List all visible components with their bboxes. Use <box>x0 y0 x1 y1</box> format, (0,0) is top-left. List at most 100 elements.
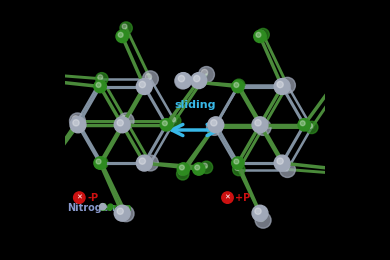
Circle shape <box>145 158 152 164</box>
Circle shape <box>254 30 266 43</box>
Circle shape <box>252 205 268 221</box>
Circle shape <box>209 122 216 129</box>
Circle shape <box>211 120 217 126</box>
Circle shape <box>73 120 79 126</box>
Circle shape <box>255 119 271 135</box>
Circle shape <box>38 67 54 82</box>
Circle shape <box>232 157 244 169</box>
Circle shape <box>176 73 191 89</box>
Circle shape <box>121 116 127 122</box>
Circle shape <box>136 155 152 171</box>
Circle shape <box>117 208 123 214</box>
Circle shape <box>332 75 338 82</box>
Circle shape <box>41 75 47 82</box>
Circle shape <box>305 121 318 134</box>
Circle shape <box>333 165 337 170</box>
Circle shape <box>139 158 145 164</box>
Circle shape <box>308 124 313 128</box>
Circle shape <box>114 205 130 221</box>
Circle shape <box>234 159 239 164</box>
Circle shape <box>142 155 158 171</box>
Circle shape <box>274 155 290 171</box>
Circle shape <box>252 117 268 133</box>
Circle shape <box>298 119 310 131</box>
Circle shape <box>178 75 184 82</box>
Circle shape <box>255 208 261 214</box>
Circle shape <box>193 75 200 82</box>
Circle shape <box>222 192 233 203</box>
Circle shape <box>200 161 213 173</box>
Circle shape <box>168 115 181 127</box>
Circle shape <box>98 159 103 164</box>
Circle shape <box>70 117 86 133</box>
Circle shape <box>96 157 108 169</box>
Circle shape <box>116 30 128 43</box>
Circle shape <box>202 163 207 168</box>
Circle shape <box>99 204 106 210</box>
Circle shape <box>335 73 351 89</box>
Circle shape <box>280 161 295 178</box>
Circle shape <box>277 81 283 88</box>
Circle shape <box>232 80 244 93</box>
Circle shape <box>337 168 350 180</box>
Circle shape <box>39 163 52 175</box>
Text: -P: -P <box>87 193 98 203</box>
Circle shape <box>255 212 271 228</box>
Circle shape <box>38 73 53 89</box>
Circle shape <box>330 163 343 175</box>
Circle shape <box>235 165 240 171</box>
Text: ✕: ✕ <box>76 194 82 201</box>
Circle shape <box>145 74 152 80</box>
Circle shape <box>274 79 290 94</box>
Circle shape <box>162 121 167 126</box>
Text: ✕: ✕ <box>225 194 230 201</box>
Circle shape <box>232 163 245 176</box>
Circle shape <box>121 209 127 215</box>
Circle shape <box>208 117 224 133</box>
Circle shape <box>258 215 264 222</box>
Circle shape <box>300 121 305 126</box>
Circle shape <box>94 157 106 169</box>
Circle shape <box>259 31 264 36</box>
Circle shape <box>39 161 52 173</box>
Circle shape <box>207 119 222 135</box>
Circle shape <box>160 119 173 131</box>
Circle shape <box>232 79 245 92</box>
Circle shape <box>117 120 123 126</box>
Circle shape <box>282 164 289 171</box>
Circle shape <box>74 192 85 203</box>
Circle shape <box>282 80 289 87</box>
Circle shape <box>120 22 132 34</box>
Circle shape <box>136 79 152 94</box>
Circle shape <box>114 117 130 133</box>
Circle shape <box>179 165 184 170</box>
Circle shape <box>193 163 205 175</box>
Circle shape <box>118 206 134 222</box>
Circle shape <box>177 163 190 175</box>
Circle shape <box>177 168 189 180</box>
Text: Nitrogen: Nitrogen <box>67 203 115 213</box>
Circle shape <box>234 82 239 87</box>
Circle shape <box>108 204 113 209</box>
Circle shape <box>201 69 208 76</box>
Circle shape <box>199 67 214 82</box>
Circle shape <box>69 113 85 129</box>
Circle shape <box>255 120 261 126</box>
Circle shape <box>122 24 127 29</box>
Circle shape <box>280 77 295 93</box>
Circle shape <box>42 165 46 170</box>
Circle shape <box>96 159 101 164</box>
Circle shape <box>96 82 101 87</box>
Circle shape <box>72 116 79 122</box>
Circle shape <box>96 73 108 85</box>
Circle shape <box>195 165 200 170</box>
Circle shape <box>139 81 145 88</box>
Circle shape <box>277 158 283 164</box>
Circle shape <box>258 122 264 129</box>
Circle shape <box>98 75 103 80</box>
Circle shape <box>177 76 184 82</box>
Circle shape <box>235 81 240 86</box>
Circle shape <box>118 32 123 37</box>
Circle shape <box>339 170 344 175</box>
Circle shape <box>142 71 158 87</box>
